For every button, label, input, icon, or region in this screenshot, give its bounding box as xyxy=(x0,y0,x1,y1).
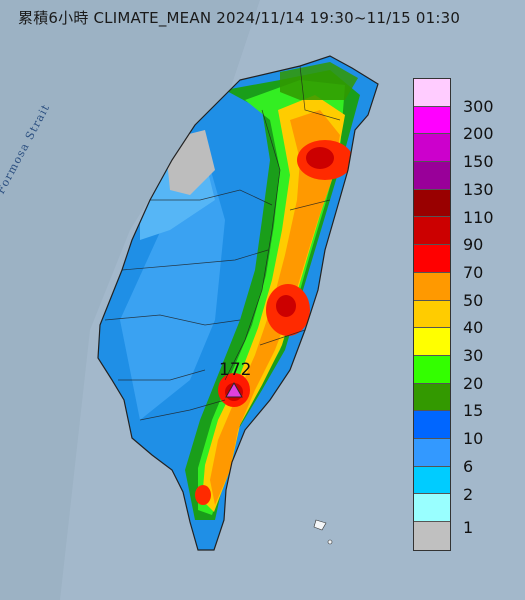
legend-label: 90 xyxy=(463,235,484,255)
legend-label: 110 xyxy=(463,207,494,227)
legend-swatch xyxy=(414,438,450,467)
legend-label: 30 xyxy=(463,346,484,365)
legend-label: 300 xyxy=(463,96,494,116)
legend-swatch xyxy=(414,162,450,190)
legend-label: 130 xyxy=(463,179,494,199)
legend-swatch xyxy=(414,245,450,273)
legend-swatch xyxy=(414,189,450,218)
map-title: 累積6小時 CLIMATE_MEAN 2024/11/14 19:30~11/1… xyxy=(18,9,461,27)
legend-swatch xyxy=(414,217,450,246)
legend-label: 200 xyxy=(463,124,494,144)
max-rainfall-triangle-icon xyxy=(225,381,243,398)
legend-label: 50 xyxy=(463,290,484,310)
legend-swatch xyxy=(414,300,450,329)
legend-label: 20 xyxy=(463,373,484,393)
legend-swatch xyxy=(414,106,450,135)
offshore-islands xyxy=(313,519,333,545)
legend-swatch xyxy=(414,79,450,107)
legend-swatch xyxy=(414,383,450,412)
sea-shade-west xyxy=(0,0,260,600)
max-rainfall-value: 172 xyxy=(219,360,252,380)
legend-label: 40 xyxy=(463,318,484,338)
legend-label: 6 xyxy=(463,456,474,476)
legend-label: 2 xyxy=(463,484,474,504)
island-outline xyxy=(97,55,379,551)
color-legend xyxy=(413,78,451,551)
legend-swatch xyxy=(414,494,450,522)
legend-label: 70 xyxy=(463,262,484,282)
legend-label: 10 xyxy=(463,429,484,449)
legend-swatch xyxy=(414,522,450,550)
legend-swatch xyxy=(414,355,450,384)
legend-label: 150 xyxy=(463,152,494,172)
legend-label: 1 xyxy=(463,518,474,538)
county-boundaries xyxy=(104,65,341,421)
legend-swatch xyxy=(414,134,450,163)
legend-swatch xyxy=(414,411,450,439)
legend-label: 15 xyxy=(463,401,484,421)
legend-swatch xyxy=(414,272,450,301)
legend-swatch xyxy=(414,466,450,495)
legend-swatch xyxy=(414,328,450,356)
